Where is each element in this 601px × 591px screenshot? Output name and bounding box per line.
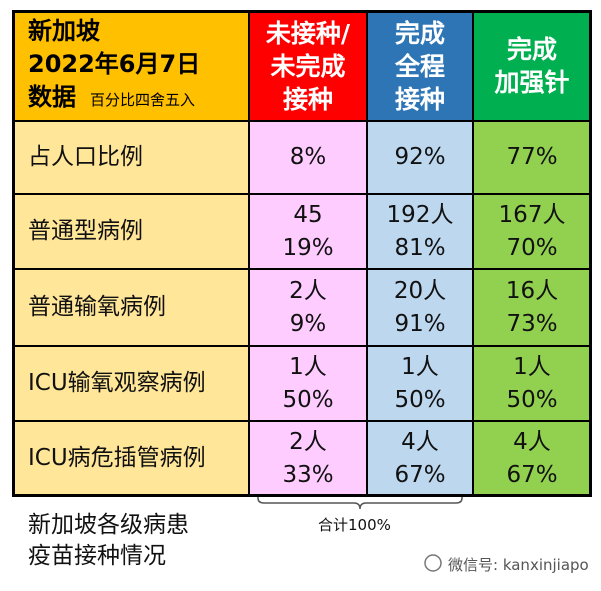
table-cell: 45 19% xyxy=(248,193,368,270)
cell-line: 70% xyxy=(506,234,558,261)
table-cell: 4人 67% xyxy=(366,420,474,497)
brace-label: 合计100% xyxy=(318,516,391,534)
row-label: 普通型病例 xyxy=(12,193,250,270)
cell-line: 77% xyxy=(506,144,558,170)
column-header-line: 接种 xyxy=(394,84,445,114)
table-cell: 192人 81% xyxy=(366,193,474,270)
table-cell: 1人 50% xyxy=(472,345,592,422)
row-label-text: ICU病危插管病例 xyxy=(28,445,206,471)
cell-line: 4人 xyxy=(401,428,439,455)
column-header-line: 加强针 xyxy=(494,68,570,97)
cell-line: 67% xyxy=(506,461,558,488)
table-cell: 1人 50% xyxy=(248,345,368,422)
cell-line: 167人 xyxy=(498,201,566,228)
column-header-line: 未接种/ xyxy=(265,18,351,48)
cell-line: 1人 xyxy=(513,353,551,380)
table-cell: 2人 9% xyxy=(248,268,368,347)
note: 百分比四舍五入 xyxy=(90,91,196,109)
caption-line: 新加坡各级病患 xyxy=(28,512,189,538)
row-label-text: 普通型病例 xyxy=(28,218,143,244)
cell-line: 8% xyxy=(289,144,327,170)
row-label-text: 占人口比例 xyxy=(28,144,143,170)
table-cell: 4人 67% xyxy=(472,420,592,497)
cell-line: 9% xyxy=(289,310,327,337)
title-line: 数据 百分比四舍五入 xyxy=(28,83,196,111)
cell-line: 2人 xyxy=(289,277,327,304)
header-title: 新加坡 2022年6月7日 数据 百分比四舍五入 xyxy=(12,10,250,122)
cell-line: 20人 xyxy=(393,277,447,304)
cell-line: 50% xyxy=(282,386,334,413)
cell-line: 16人 xyxy=(505,277,559,304)
column-header-line: 完成 xyxy=(506,35,557,64)
watermark: 微信号: kanxinjiapo xyxy=(448,556,589,574)
column-header-line: 接种 xyxy=(282,84,333,114)
cell-line: 33% xyxy=(282,461,334,488)
cell-line: 81% xyxy=(394,234,446,261)
column-header-line: 全程 xyxy=(394,51,445,81)
cell-line: 50% xyxy=(394,386,446,413)
table-cell: 8% xyxy=(248,120,368,195)
cell-line: 50% xyxy=(506,386,558,413)
cell-line: 4人 xyxy=(513,428,551,455)
column-header-line: 未完成 xyxy=(270,51,346,81)
cell-line: 91% xyxy=(394,310,446,337)
cell-line: 1人 xyxy=(401,353,439,380)
cell-line: 67% xyxy=(394,461,446,488)
column-header-line: 完成 xyxy=(394,18,445,48)
cell-line: 1人 xyxy=(289,353,327,380)
column-header: 完成 加强针 xyxy=(472,10,592,122)
table-cell: 20人 91% xyxy=(366,268,474,347)
title-line: 新加坡 xyxy=(28,17,100,45)
table-cell: 1人 50% xyxy=(366,345,474,422)
cell-line: 45 xyxy=(293,201,323,228)
cell-line: 192人 xyxy=(386,201,454,228)
wechat-icon xyxy=(424,554,442,572)
row-label: ICU病危插管病例 xyxy=(12,420,250,497)
cell-line: 2人 xyxy=(289,428,327,455)
table-cell: 92% xyxy=(366,120,474,195)
cell-line: 73% xyxy=(506,310,558,337)
row-label-text: ICU输氧观察病例 xyxy=(28,370,206,396)
column-header: 完成 全程 接种 xyxy=(366,10,474,122)
table-cell: 2人 33% xyxy=(248,420,368,497)
brace xyxy=(257,486,463,510)
row-label: 普通输氧病例 xyxy=(12,268,250,347)
table-cell: 16人 73% xyxy=(472,268,592,347)
cell-line: 19% xyxy=(282,234,334,261)
title-line: 2022年6月7日 xyxy=(28,50,201,78)
row-label: 占人口比例 xyxy=(12,120,250,195)
table-cell: 77% xyxy=(472,120,592,195)
column-header: 未接种/未完成 接种 xyxy=(248,10,368,122)
table-cell: 167人 70% xyxy=(472,193,592,270)
caption-line: 疫苗接种情况 xyxy=(28,543,166,569)
row-label-text: 普通输氧病例 xyxy=(28,294,166,320)
cell-line: 92% xyxy=(394,144,446,170)
row-label: ICU输氧观察病例 xyxy=(12,345,250,422)
